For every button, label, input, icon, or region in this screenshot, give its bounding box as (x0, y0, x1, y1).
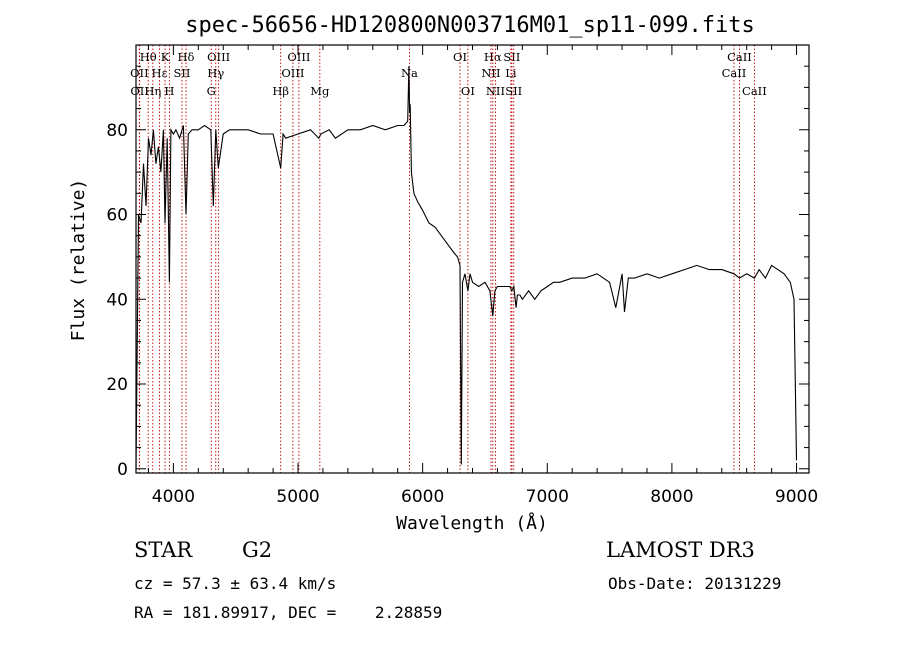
spectral-line-label: CaII (727, 50, 752, 64)
chart-title: spec-56656-HD120800N003716M01_sp11-099.f… (185, 13, 755, 38)
spectral-line-label: NII (486, 84, 505, 98)
spectral-line-label: NII (481, 66, 500, 80)
y-axis-label: Flux (relative) (68, 179, 89, 342)
spectral-line-label: Hε (152, 66, 168, 80)
x-tick-label: 7000 (526, 487, 569, 507)
x-tick-label: 4000 (152, 487, 195, 507)
spectrum-series (135, 66, 798, 469)
spectral-line-label: K (161, 50, 170, 64)
spectral-line-label: OI (453, 50, 467, 64)
y-tick-label: 80 (106, 121, 128, 141)
spectrum-line (135, 66, 798, 469)
redshift-text: cz = 57.3 ± 63.4 km/s (134, 574, 337, 593)
obs-date: Obs-Date: 20131229 (608, 574, 782, 593)
spectral-line-label: OIII (287, 50, 310, 64)
spectral-line-label: OIII (207, 50, 230, 64)
survey-name: LAMOST DR3 (606, 538, 755, 562)
spectral-line-label: Hη (144, 84, 161, 98)
x-tick-label: 9000 (775, 487, 818, 507)
spectral-line-label: SII (174, 66, 191, 80)
spectral-line-label: Hα (484, 50, 502, 64)
spectral-line-label: Hγ (207, 66, 224, 80)
spectral-line-label: H (164, 84, 174, 98)
y-tick-label: 0 (117, 460, 128, 480)
spectral-line-label: G (207, 84, 216, 98)
y-tick-label: 60 (106, 206, 128, 226)
plot-frame (135, 44, 810, 474)
y-tick-label: 20 (106, 375, 128, 395)
spectral-line-label: Li (505, 66, 517, 80)
spectral-line-label: OI (461, 84, 475, 98)
x-axis-label: Wavelength (Å) (396, 512, 548, 534)
spectral-line-label: Hδ (177, 50, 194, 64)
x-tick-label: 6000 (401, 487, 444, 507)
spectral-line-label: OII (130, 84, 149, 98)
spectral-line-label: CaII (722, 66, 747, 80)
coordinates-text: RA = 181.89917, DEC = 2.28859 (134, 603, 443, 622)
spectral-line-label: Hθ (140, 50, 157, 64)
spectral-line-label: SII (503, 50, 520, 64)
object-subclass: G2 (242, 538, 273, 562)
x-tick-label: 8000 (650, 487, 693, 507)
spectral-line-label: Hβ (272, 84, 289, 98)
y-tick-label: 40 (106, 290, 128, 310)
spectral-line-label: OIII (281, 66, 304, 80)
axis-ticks: 4000 5000 6000 7000 8000 9000 0 20 40 60 80 (106, 45, 818, 507)
spectral-line-label: CaII (742, 84, 767, 98)
spectral-line-label: Mg (310, 84, 330, 98)
object-class: STAR (134, 538, 193, 562)
x-tick-label: 5000 (276, 487, 319, 507)
spectral-line-label: SII (505, 84, 522, 98)
